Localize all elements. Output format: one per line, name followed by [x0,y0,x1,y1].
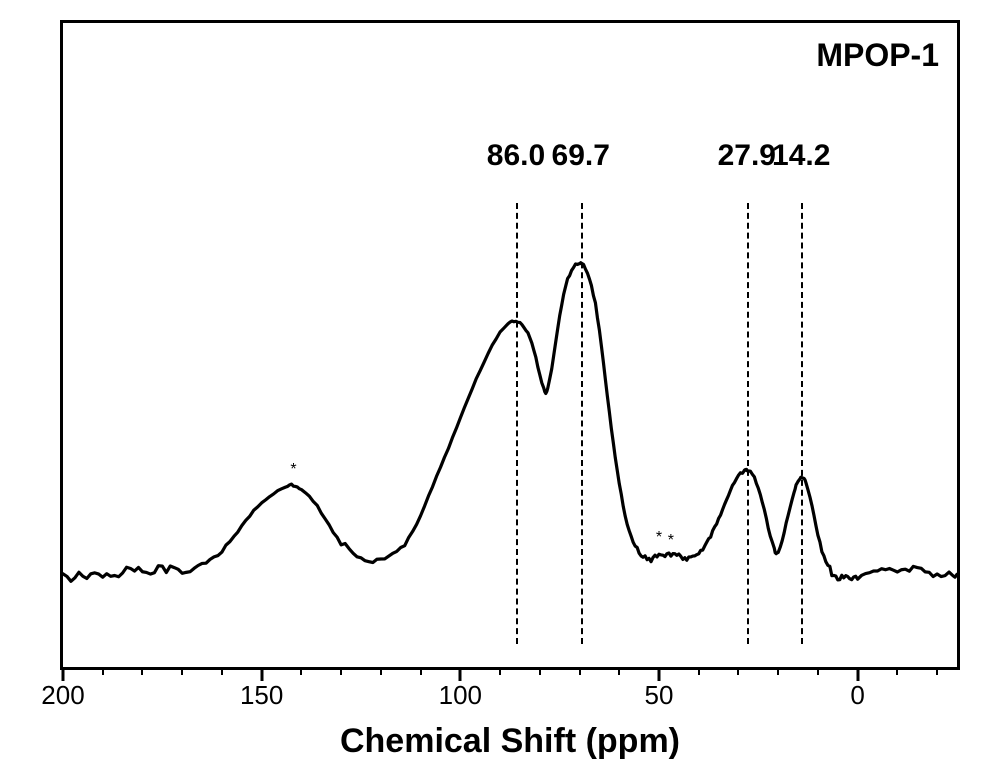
peak-dashed-line [747,203,749,644]
minor-tick [896,667,898,675]
peak-dashed-line [516,203,518,644]
peak-label: 14.2 [772,139,830,173]
minor-tick [340,667,342,675]
asterisk-marker: * [656,529,662,547]
minor-tick [141,667,143,675]
asterisk-marker: * [290,461,296,479]
minor-tick [380,667,382,675]
nmr-chart: MPOP-1 86.069.727.914.2 *** 200150100500… [0,0,1000,771]
minor-tick [539,667,541,675]
minor-tick [181,667,183,675]
minor-tick [618,667,620,675]
tick-label: 100 [439,680,482,711]
minor-tick [300,667,302,675]
minor-tick [777,667,779,675]
tick-label: 200 [41,680,84,711]
minor-tick [499,667,501,675]
major-tick [856,667,859,681]
tick-label: 150 [240,680,283,711]
peak-label: 27.9 [718,139,776,173]
minor-tick [698,667,700,675]
plot-inner: MPOP-1 86.069.727.914.2 *** [63,23,957,667]
minor-tick [221,667,223,675]
x-axis-label: Chemical Shift (ppm) [60,722,960,761]
minor-tick [579,667,581,675]
peak-label: 69.7 [552,139,610,173]
tick-label: 50 [645,680,674,711]
major-tick [459,667,462,681]
major-tick [62,667,65,681]
peak-dashed-line [801,203,803,644]
minor-tick [936,667,938,675]
major-tick [657,667,660,681]
peak-dashed-line [581,203,583,644]
tick-label: 0 [850,680,864,711]
spectrum-svg [63,23,957,667]
minor-tick [420,667,422,675]
minor-tick [102,667,104,675]
minor-tick [737,667,739,675]
major-tick [260,667,263,681]
asterisk-marker: * [668,532,674,550]
peak-label: 86.0 [487,139,545,173]
plot-area: MPOP-1 86.069.727.914.2 *** 200150100500 [60,20,960,670]
minor-tick [817,667,819,675]
